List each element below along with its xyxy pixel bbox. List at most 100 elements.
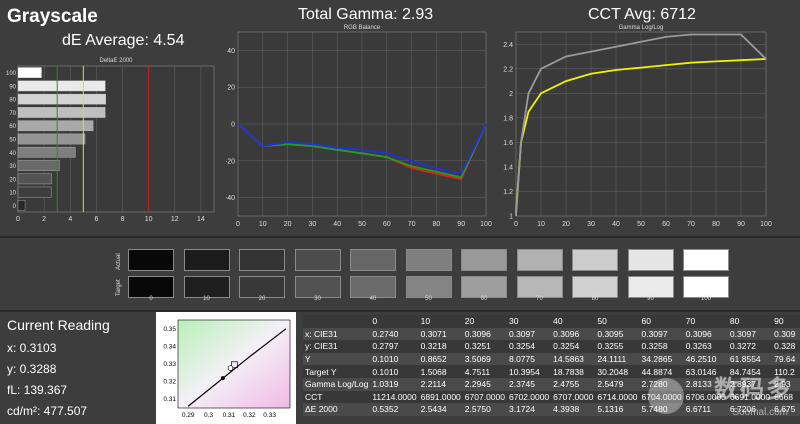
deltae-bar <box>17 133 86 145</box>
rgb-xtick-label: 0 <box>236 221 240 228</box>
table-cell: 5.7480 <box>639 403 684 416</box>
table-cell: 2.7280 <box>639 377 684 391</box>
divider-top <box>0 236 800 238</box>
rgb-ytick-label: 40 <box>227 48 235 55</box>
table-cell: 110.2 <box>772 365 800 378</box>
table-cell: 1.5068 <box>418 365 463 378</box>
table-cell: 3.5069 <box>462 352 507 366</box>
table-cell: 0.1010 <box>370 365 419 378</box>
table-cell: 6.7206 <box>727 403 773 416</box>
rgb-ytick-label: -40 <box>226 195 235 202</box>
table-cell: 2.8133 <box>683 377 728 391</box>
deltae-bar <box>17 160 60 171</box>
table-cell: 34.2865 <box>639 352 684 366</box>
cie-measured-marker <box>227 365 234 371</box>
deltae-bar <box>17 186 52 198</box>
actual-swatch <box>516 249 563 271</box>
gamma-series-line <box>515 58 767 213</box>
gamma-series-line <box>515 33 767 217</box>
rgb-xtick-label: 40 <box>333 221 341 228</box>
table-row-label: ΔE 2000 <box>303 403 371 416</box>
table-cell: 6.6711 <box>683 403 728 416</box>
actual-swatch <box>128 249 174 271</box>
cie-xtick-label: 0.32 <box>243 412 256 419</box>
table-cell: 6691.0000 <box>727 390 773 404</box>
rgb-balance-chart: RGB Balance 0 10 20 30 40 50 60 70 80 90 100 40 20 0 -2… <box>226 25 492 228</box>
table-row: CCT 11214.0000 6891.0000 6707.0000 6702.0000… <box>303 390 800 404</box>
cie-ytick-label: 0.32 <box>163 379 176 386</box>
table-cell: 30 <box>506 315 552 328</box>
swatch-label: 10 <box>203 296 210 302</box>
reading-fl: fL: 139.367 <box>7 383 68 397</box>
table-cell: 0 <box>370 315 419 328</box>
actual-swatch <box>627 249 674 271</box>
deltae-ytick-label: 60 <box>9 124 16 130</box>
deltae-xtick-label: 0 <box>16 216 20 223</box>
deltae-ytick-label: 40 <box>9 151 16 157</box>
gamma-xtick-label: 80 <box>712 221 720 228</box>
watermark-text: 数码多 <box>714 376 792 403</box>
reading-y: y: 0.3288 <box>7 362 57 376</box>
target-swatch <box>461 276 507 298</box>
table-cell: 40 <box>551 315 596 328</box>
target-swatch <box>350 276 396 298</box>
rgb-xtick-label: 60 <box>383 221 391 228</box>
actual-swatch <box>183 249 230 271</box>
table-cell: 10.3954 <box>506 365 552 378</box>
deltae-bar <box>17 200 26 211</box>
table-row-label: Y <box>303 352 371 366</box>
gamma-xtick-label: 30 <box>587 221 595 228</box>
rgb-ytick-label: 0 <box>231 122 235 129</box>
table-cell: 0.8652 <box>418 352 463 366</box>
divider-bottom <box>0 310 800 312</box>
table-cell: 2.93 <box>772 377 800 391</box>
table-cell: 44.8874 <box>639 365 684 378</box>
table-cell: 79.64 <box>772 352 800 366</box>
table-cell: 6.675 <box>772 403 800 416</box>
rgb-xtick-label: 30 <box>309 221 317 228</box>
deltae-xtick-label: 12 <box>171 216 179 223</box>
table-cell: 0.3095 <box>595 327 640 341</box>
deltae-xtick-label: 6 <box>94 216 98 223</box>
table-cell: 4.7511 <box>462 365 507 378</box>
table-row-label <box>303 315 371 328</box>
table-cell: 0.3272 <box>727 340 773 353</box>
table-cell: 0.3255 <box>595 340 640 353</box>
table-row-label: y: CIE31 <box>303 340 371 353</box>
cie-xtick-label: 0.33 <box>263 412 276 419</box>
measurement-table: 0 10 20 30 40 50 60 70 80 90 x: CIE31 0.2740 0.3071 0… <box>303 315 800 416</box>
table-cell: 0.3097 <box>506 327 552 341</box>
deltae-bar <box>17 80 106 92</box>
gamma-title: Gamma Log/Log <box>619 25 664 31</box>
table-cell: 1.0319 <box>370 377 419 391</box>
deltae-xtick-label: 14 <box>197 216 205 223</box>
target-swatch <box>239 276 285 298</box>
table-cell: 0.3096 <box>683 327 728 341</box>
table-cell: 6891.0000 <box>418 390 463 404</box>
table-cell: 10 <box>418 315 463 328</box>
table-cell: 2.5479 <box>595 377 640 391</box>
table-cell: 2.2945 <box>462 377 507 391</box>
deltae-chart: DeltaE 2000 0 2 4 6 8 10 12 14 0 10 20 30 40 50 60 70 80 9… <box>6 58 215 223</box>
swatch-label: 0 <box>149 296 153 302</box>
table-cell: 80 <box>727 315 773 328</box>
table-cell: 50 <box>595 315 640 328</box>
table-cell: 3.1724 <box>506 403 552 416</box>
gamma-ytick-label: 1.4 <box>503 164 513 171</box>
table-cell: 61.8554 <box>727 352 773 366</box>
table-cell: 2.3745 <box>506 377 552 391</box>
target-swatch <box>405 276 452 298</box>
deltae-ytick-label: 20 <box>9 177 16 183</box>
actual-swatch <box>350 249 396 271</box>
table-cell: 4.3938 <box>551 403 596 416</box>
table-cell: 6707.0000 <box>551 390 596 404</box>
gamma-xtick-label: 20 <box>562 221 570 228</box>
gamma-chart: Gamma Log/Log 0 10 20 30 40 50 60 70 80 90 100 2.4 2.… <box>503 25 772 228</box>
table-cell: 0.3254 <box>506 340 552 353</box>
gamma-xtick-label: 40 <box>612 221 620 228</box>
gamma-xtick-label: 10 <box>537 221 545 228</box>
table-cell: 0.3258 <box>639 340 684 353</box>
total-gamma: Total Gamma: 2.93 <box>298 6 434 23</box>
gamma-ytick-label: 1.2 <box>503 189 513 196</box>
table-row: x: CIE31 0.2740 0.3071 0.3096 0.3097 0.3096 0.… <box>303 327 800 341</box>
